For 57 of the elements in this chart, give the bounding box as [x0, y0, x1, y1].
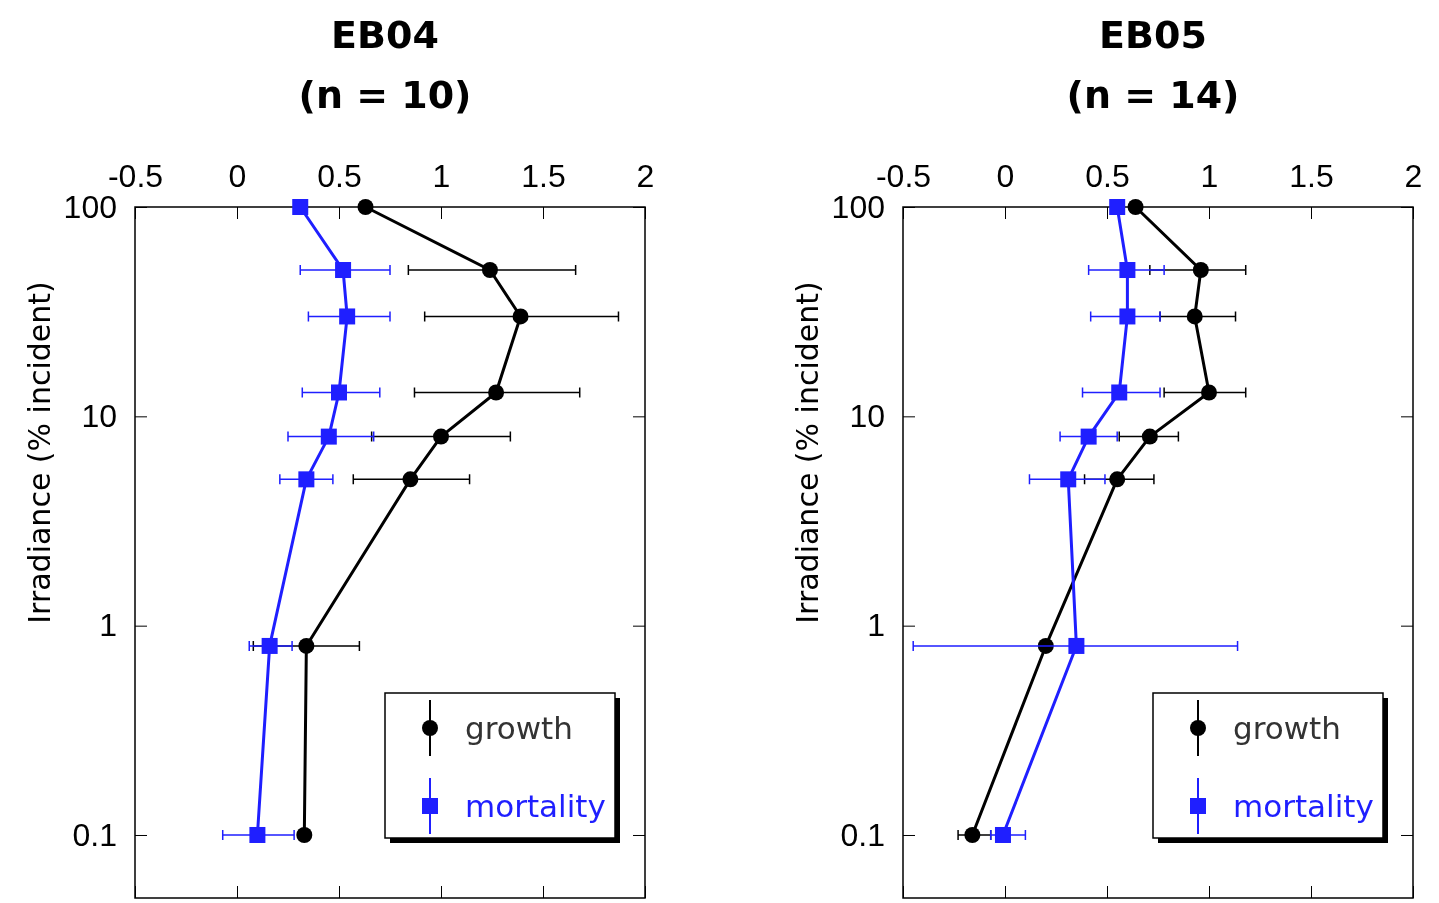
point: [994, 826, 1011, 843]
x-tick-label: 0.5: [317, 158, 362, 194]
point: [261, 637, 278, 654]
point: [357, 199, 374, 215]
x-tick-label: 2: [1404, 158, 1423, 194]
y-tick-label: 0.1: [72, 816, 117, 853]
point: [320, 428, 337, 445]
legend-label: mortality: [1233, 788, 1374, 824]
x-tick-label: 1: [1200, 158, 1219, 194]
point: [1111, 384, 1128, 401]
chart-subtitle: (n = 10): [298, 73, 472, 117]
point: [1119, 262, 1136, 279]
point: [335, 262, 352, 279]
point: [1068, 637, 1085, 654]
point: [292, 199, 309, 215]
point: [1201, 384, 1217, 401]
y-axis-title: Irradiance (% incident): [790, 281, 825, 624]
point: [964, 826, 981, 843]
point: [249, 826, 266, 843]
point: [402, 471, 419, 488]
x-tick-label: 1: [432, 158, 451, 194]
legend-label: growth: [1233, 710, 1341, 746]
point: [1186, 308, 1203, 325]
point: [298, 471, 315, 488]
point: [512, 308, 529, 325]
y-tick-label: 10: [849, 398, 885, 435]
y-tick-label: 1: [867, 607, 885, 644]
point: [1080, 428, 1097, 445]
point: [296, 826, 313, 843]
point: [1119, 308, 1136, 325]
x-tick-label: 2: [636, 158, 655, 194]
x-tick-label: 0: [228, 158, 247, 194]
point: [1060, 471, 1077, 488]
point: [1127, 199, 1144, 215]
point: [331, 384, 347, 401]
y-tick-label: 10: [81, 398, 117, 435]
point: [298, 637, 315, 654]
x-tick-label: 0.5: [1085, 158, 1130, 194]
x-tick-label: 1.5: [521, 158, 566, 194]
point: [1109, 471, 1126, 488]
y-axis-title: Irradiance (% incident): [22, 281, 57, 624]
point: [1192, 262, 1209, 279]
chart-title: EB05: [1099, 13, 1207, 57]
point: [433, 428, 449, 445]
legend-label: mortality: [465, 788, 606, 824]
chart-subtitle: (n = 14): [1066, 73, 1240, 117]
point: [481, 262, 498, 279]
x-tick-label: 1.5: [1289, 158, 1334, 194]
point: [1141, 428, 1158, 445]
y-tick-label: 0.1: [840, 816, 885, 853]
point: [488, 384, 505, 401]
point: [1109, 199, 1126, 215]
x-tick-label: 0: [996, 158, 1015, 194]
y-tick-label: 1: [99, 607, 117, 644]
chart-title: EB04: [331, 13, 439, 57]
point: [339, 308, 356, 325]
legend-label: growth: [465, 710, 573, 746]
